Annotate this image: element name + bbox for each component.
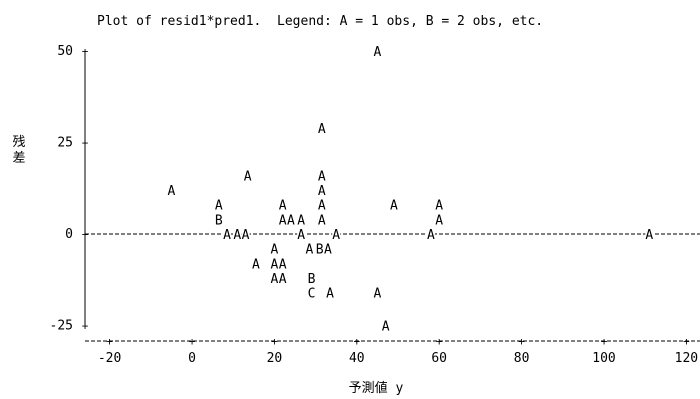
chart-title: Plot of resid1*pred1. Legend: A = 1 obs,… xyxy=(97,14,543,29)
x-tick-label: 100 xyxy=(592,351,615,366)
data-point-marker: C xyxy=(308,287,316,302)
x-tick-mark: + xyxy=(271,335,278,348)
data-point-marker: A xyxy=(279,257,287,272)
data-point-marker: A xyxy=(382,320,390,335)
data-point-marker: A xyxy=(318,169,326,184)
data-point-marker: A xyxy=(252,257,260,272)
x-axis-label: 予測値 y xyxy=(349,380,404,396)
y-tick-label: 25 xyxy=(57,136,73,151)
data-points: AAA AA AA A A A AB A A A A AA A A A A A AA A B AA A AA A BC A AA xyxy=(167,45,653,335)
x-tick-label: 0 xyxy=(188,351,196,366)
data-point-marker: A xyxy=(645,228,653,243)
y-axis-ticks: -25 +0 +25 +50 + xyxy=(50,44,89,334)
x-tick-mark: + xyxy=(436,335,443,348)
data-point-marker: A xyxy=(167,184,175,199)
x-tick-label: 20 xyxy=(267,351,283,366)
y-tick-mark: + xyxy=(82,45,89,58)
data-point-marker: A xyxy=(279,199,287,214)
data-point-marker: A xyxy=(242,228,250,243)
data-point-marker: A xyxy=(435,199,443,214)
point-backdrop xyxy=(297,228,306,240)
x-axis-ticks: + -20 +0 +20 +40 +60 +80 +100 +120 xyxy=(98,335,698,366)
data-point-marker: A xyxy=(279,213,287,228)
x-tick-label: 60 xyxy=(431,351,447,366)
point-backdrop xyxy=(645,228,654,240)
data-point-marker: A xyxy=(233,228,241,243)
data-point-marker: A xyxy=(306,243,314,258)
data-point-marker: A xyxy=(318,122,326,137)
y-tick-label: -25 xyxy=(50,319,73,334)
point-backdrop xyxy=(332,228,341,240)
point-backdrop xyxy=(223,228,232,240)
y-tick-mark: + xyxy=(82,137,89,150)
data-point-marker: B xyxy=(215,213,223,228)
data-point-marker: A xyxy=(279,272,287,287)
point-backdrop xyxy=(241,228,250,240)
point-backdrop xyxy=(233,228,242,240)
data-point-marker: A xyxy=(318,213,326,228)
data-point-marker: A xyxy=(373,45,381,60)
data-point-marker: A xyxy=(270,243,278,258)
x-tick-label: 40 xyxy=(349,351,365,366)
point-backdrop xyxy=(426,228,435,240)
y-axis-label-char: 差 xyxy=(12,151,25,166)
data-point-marker: A xyxy=(270,257,278,272)
data-point-marker: A xyxy=(215,199,223,214)
y-tick-label: 50 xyxy=(57,44,73,59)
data-point-marker: A xyxy=(287,213,295,228)
x-tick-mark: + xyxy=(518,335,525,348)
x-tick-label: 80 xyxy=(514,351,530,366)
data-point-marker: A xyxy=(324,243,332,258)
x-tick-mark: + xyxy=(106,335,113,348)
y-tick-label: 0 xyxy=(65,227,73,242)
data-point-marker: A xyxy=(427,228,435,243)
x-tick-mark: + xyxy=(353,335,360,348)
x-tick-label: -20 xyxy=(98,351,121,366)
y-tick-mark: + xyxy=(82,228,89,241)
y-tick-mark: + xyxy=(82,320,89,333)
x-tick-label: 120 xyxy=(675,351,698,366)
data-point-marker: A xyxy=(435,213,443,228)
data-point-marker: A xyxy=(326,287,334,302)
data-point-marker: A xyxy=(318,184,326,199)
data-point-marker: A xyxy=(297,213,305,228)
data-point-marker: B xyxy=(308,272,316,287)
data-point-marker: A xyxy=(390,199,398,214)
data-point-marker: A xyxy=(373,287,381,302)
x-tick-mark: + xyxy=(189,335,196,348)
data-point-marker: A xyxy=(244,169,252,184)
data-point-marker: A xyxy=(223,228,231,243)
data-point-marker: A xyxy=(270,272,278,287)
data-point-marker: A xyxy=(318,199,326,214)
x-tick-mark: + xyxy=(683,335,690,348)
data-point-marker: B xyxy=(316,243,324,258)
data-point-marker: A xyxy=(332,228,340,243)
y-axis-label-char: 残 xyxy=(12,135,25,150)
data-point-marker: A xyxy=(297,228,305,243)
y-axis-label: 残差 xyxy=(12,135,25,166)
x-tick-mark: + xyxy=(601,335,608,348)
